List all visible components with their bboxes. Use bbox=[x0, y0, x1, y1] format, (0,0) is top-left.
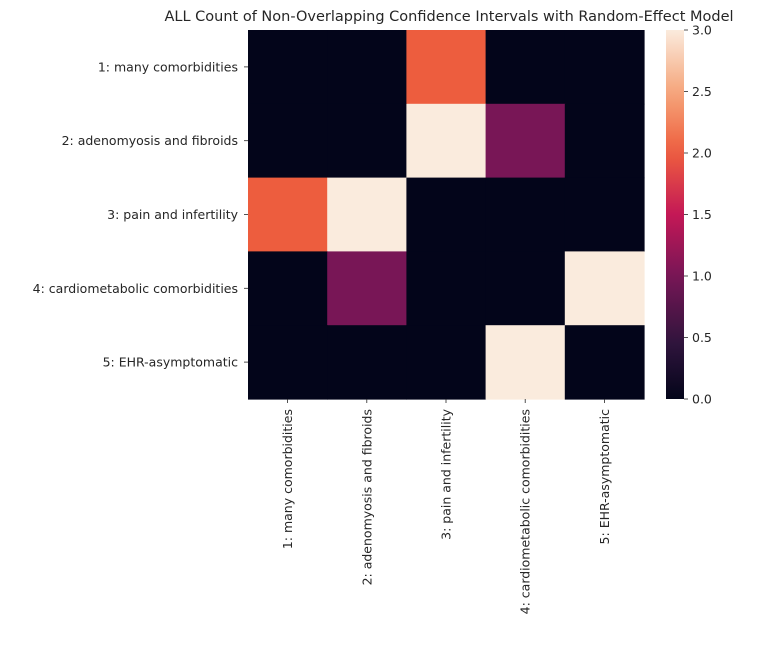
heatmap-cell-r4-c3 bbox=[406, 251, 487, 326]
heatmap-cell-r4-c5 bbox=[564, 251, 645, 326]
heatmap-cell-r2-c3 bbox=[406, 103, 487, 179]
heatmap-cell-r3-c4 bbox=[485, 177, 566, 252]
heatmap-cell-r1-c5 bbox=[564, 30, 645, 105]
colorbar-tick-label: 1.0 bbox=[692, 269, 712, 284]
heatmap-cell-r2-c1 bbox=[248, 103, 328, 179]
x-tick-label: 4: cardiometabolic comorbidities bbox=[518, 409, 533, 614]
heatmap-cell-r3-c3 bbox=[406, 177, 487, 252]
colorbar-gradient bbox=[666, 30, 684, 399]
heatmap-cell-r2-c4 bbox=[485, 103, 566, 179]
colorbar: 0.0 0.5 1.0 1.5 2.0 2.5 3.0 bbox=[666, 23, 712, 407]
colorbar-tick-label: 0.0 bbox=[692, 392, 712, 407]
heatmap-cell-r4-c4 bbox=[485, 251, 566, 326]
colorbar-tick-label: 2.0 bbox=[692, 146, 712, 161]
colorbar-tick-label: 2.5 bbox=[692, 84, 712, 99]
heatmap-cell-r1-c2 bbox=[327, 30, 407, 105]
y-tick-label: 1: many comorbidities bbox=[98, 59, 238, 74]
heatmap-cell-r4-c2 bbox=[327, 251, 407, 326]
heatmap-cell-r5-c4 bbox=[485, 325, 566, 400]
heatmap-cell-r5-c1 bbox=[248, 325, 328, 400]
heatmap-cell-r5-c5 bbox=[564, 325, 645, 400]
y-tick-label: 5: EHR-asymptomatic bbox=[103, 355, 239, 370]
heatmap-cell-r3-c1 bbox=[248, 177, 328, 252]
colorbar-tick-label: 0.5 bbox=[692, 330, 712, 345]
x-tick-label: 5: EHR-asymptomatic bbox=[597, 409, 612, 545]
colorbar-tick-label: 3.0 bbox=[692, 23, 712, 38]
x-tick-label: 1: many comorbidities bbox=[280, 409, 295, 549]
heatmap-cell-r4-c1 bbox=[248, 251, 328, 326]
heatmap-cell-r3-c5 bbox=[564, 177, 645, 252]
y-axis-tick-labels: 1: many comorbidities 2: adenomyosis and … bbox=[33, 59, 248, 370]
heatmap-cell-r5-c3 bbox=[406, 325, 487, 400]
heatmap-cell-r5-c2 bbox=[327, 325, 407, 400]
heatmap-cell-r2-c2 bbox=[327, 103, 407, 179]
x-axis-tick-labels: 1: many comorbidities 2: adenomyosis and … bbox=[280, 399, 612, 614]
heatmap-cell-r2-c5 bbox=[564, 103, 645, 179]
heatmap-cell-r1-c1 bbox=[248, 30, 328, 105]
chart-title: ALL Count of Non-Overlapping Confidence … bbox=[164, 9, 733, 25]
heatmap-cell-r1-c3 bbox=[406, 30, 487, 105]
heatmap-cells bbox=[248, 30, 645, 400]
heatmap-cell-r3-c2 bbox=[327, 177, 407, 252]
x-tick-label: 2: adenomyosis and fibroids bbox=[359, 409, 374, 585]
y-tick-label: 3: pain and infertility bbox=[107, 207, 238, 222]
y-tick-label: 4: cardiometabolic comorbidities bbox=[33, 281, 238, 296]
y-tick-label: 2: adenomyosis and fibroids bbox=[62, 133, 238, 148]
heatmap-cell-r1-c4 bbox=[485, 30, 566, 105]
x-tick-label: 3: pain and infertility bbox=[439, 408, 454, 539]
colorbar-tick-label: 1.5 bbox=[692, 207, 712, 222]
